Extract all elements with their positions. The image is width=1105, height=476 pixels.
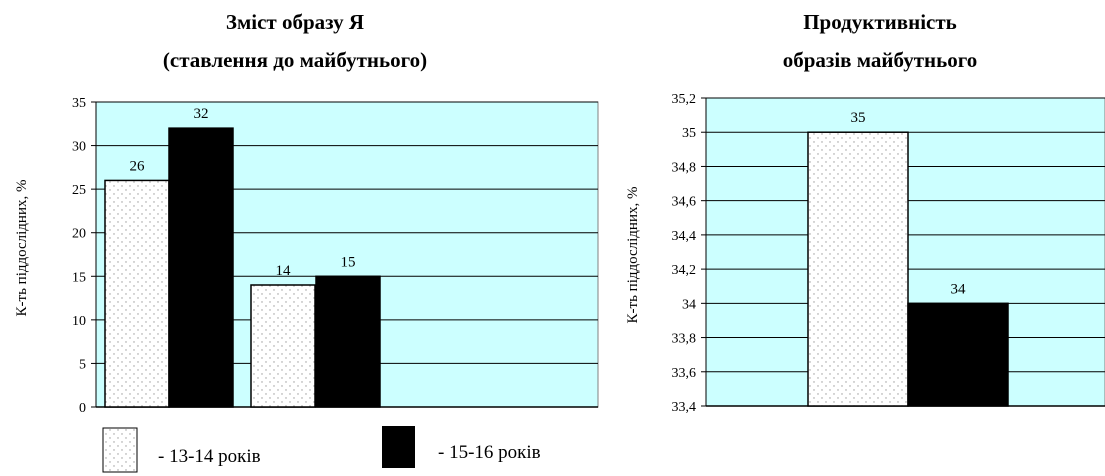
chart-1-title-line2: (ставлення до майбутнього) <box>163 48 427 72</box>
chart-2-title-line2: образів майбутнього <box>783 48 978 72</box>
chart-2: Продуктивність образів майбутнього 33,43… <box>625 10 1105 415</box>
legend-label-13-14: - 13-14 років <box>158 446 261 467</box>
chart-2-y-ticks: 33,4 33,6 33,8 34 34,2 34,4 34,6 34,8 35 35,2 <box>672 92 1105 415</box>
y-tick-label: 35,2 <box>672 92 697 107</box>
bar-13-14 <box>250 284 316 408</box>
y-tick-label: 35 <box>72 96 86 111</box>
y-tick-label: 25 <box>72 183 86 198</box>
data-label: 34 <box>951 281 967 297</box>
legend: - 13-14 років - 15-16 років <box>102 426 541 473</box>
chart-1-y-axis-label: К-ть піддослідних, % <box>14 180 30 317</box>
y-tick-label: 34,2 <box>672 263 697 278</box>
legend-swatch-13-14 <box>102 427 138 473</box>
y-tick-label: 33,8 <box>672 332 697 347</box>
chart-1-title-line1: Зміст образу Я <box>226 10 364 34</box>
y-tick-label: 0 <box>79 401 86 416</box>
data-label: 15 <box>341 254 356 270</box>
bar-15-16 <box>315 275 381 408</box>
y-tick-label: 34,4 <box>672 229 697 244</box>
chart-2-bars <box>807 131 1009 407</box>
bar-13-14 <box>104 179 170 408</box>
chart-2-y-axis-label: К-ть піддослідних, % <box>625 187 641 324</box>
bar-15-16 <box>168 127 234 408</box>
legend-label-15-16: - 15-16 років <box>438 442 541 463</box>
y-tick-label: 34,8 <box>672 160 697 175</box>
y-tick-label: 33,6 <box>672 366 697 381</box>
bar-15-16 <box>907 302 1009 407</box>
legend-swatch-15-16 <box>382 426 415 468</box>
y-tick-label: 15 <box>72 270 86 285</box>
chart-2-title-line1: Продуктивність <box>803 10 957 34</box>
y-tick-label: 34 <box>682 297 696 312</box>
y-tick-label: 20 <box>72 227 86 242</box>
y-tick-label: 5 <box>79 357 86 372</box>
bar-13-14 <box>807 131 909 407</box>
data-label: 26 <box>130 158 146 174</box>
chart-1-y-ticks: 0 5 10 15 20 25 30 35 <box>72 96 598 416</box>
chart-1-data-labels: 26 32 14 15 <box>130 106 356 279</box>
data-label: 32 <box>194 106 209 122</box>
y-tick-label: 35 <box>682 126 696 141</box>
chart-2-data-labels: 35 34 <box>851 110 967 297</box>
y-tick-label: 33,4 <box>672 400 697 415</box>
chart-1: Зміст образу Я (ставлення до майбутнього… <box>14 10 599 416</box>
data-label: 14 <box>276 263 292 279</box>
y-tick-label: 30 <box>72 140 86 155</box>
y-tick-label: 34,6 <box>672 195 697 210</box>
y-tick-label: 10 <box>72 314 86 329</box>
chart-1-bars <box>104 127 381 408</box>
data-label: 35 <box>851 110 866 126</box>
